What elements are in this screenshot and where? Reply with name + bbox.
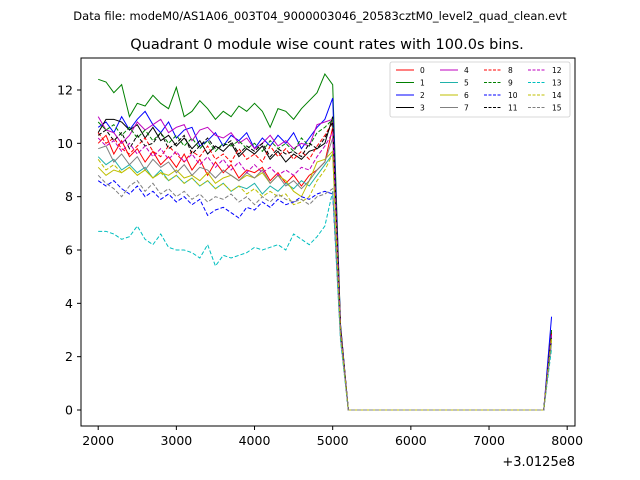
legend-label-14: 14 (552, 91, 562, 100)
x-tick-label: 6000 (395, 433, 427, 448)
legend-label-8: 8 (508, 66, 513, 75)
x-tick-label: 8000 (551, 433, 583, 448)
legend-label-13: 13 (552, 79, 562, 88)
legend-label-5: 5 (464, 79, 469, 88)
y-tick-label: 8 (65, 189, 73, 204)
axes-layer: 2000 3000 4000 5000 6000 7000 8000 0 2 4 6 8 10 12 (57, 83, 583, 449)
figure-suptitle: Data file: modeM0/AS1A06_003T04_90000030… (73, 9, 567, 23)
x-tick-label: 4000 (239, 433, 271, 448)
y-tick-label: 2 (65, 349, 73, 364)
chart-title: Quadrant 0 module wise count rates with … (130, 37, 524, 53)
y-tick-label: 0 (65, 403, 73, 418)
series-line-14 (97, 153, 553, 411)
legend-label-0: 0 (420, 66, 425, 75)
x-tick-label: 3000 (160, 433, 192, 448)
x-tick-label: 7000 (473, 433, 505, 448)
y-tick-label: 6 (65, 243, 73, 258)
plot-frame (80, 57, 576, 427)
legend-label-15: 15 (552, 104, 562, 113)
legend-label-9: 9 (508, 79, 513, 88)
legend-box (389, 61, 571, 118)
legend-label-4: 4 (464, 66, 469, 75)
y-tick-label: 4 (65, 296, 73, 311)
x-tick-label: 2000 (82, 433, 114, 448)
legend-label-10: 10 (508, 91, 518, 100)
legend-label-6: 6 (464, 91, 469, 100)
legend-label-12: 12 (552, 66, 562, 75)
legend-label-2: 2 (420, 91, 425, 100)
y-tick-label: 10 (57, 136, 73, 151)
series-line-9 (97, 118, 553, 411)
legend-label-11: 11 (508, 104, 518, 113)
series-line-15 (97, 174, 553, 411)
x-offset-label: +3.0125e8 (502, 455, 575, 470)
series-layer (97, 72, 553, 411)
y-tick-label: 12 (57, 83, 73, 98)
legend-label-3: 3 (420, 104, 425, 113)
x-tick-label: 5000 (317, 433, 349, 448)
series-line-12 (97, 130, 553, 411)
legend-label-1: 1 (420, 79, 425, 88)
legend-label-7: 7 (464, 104, 469, 113)
